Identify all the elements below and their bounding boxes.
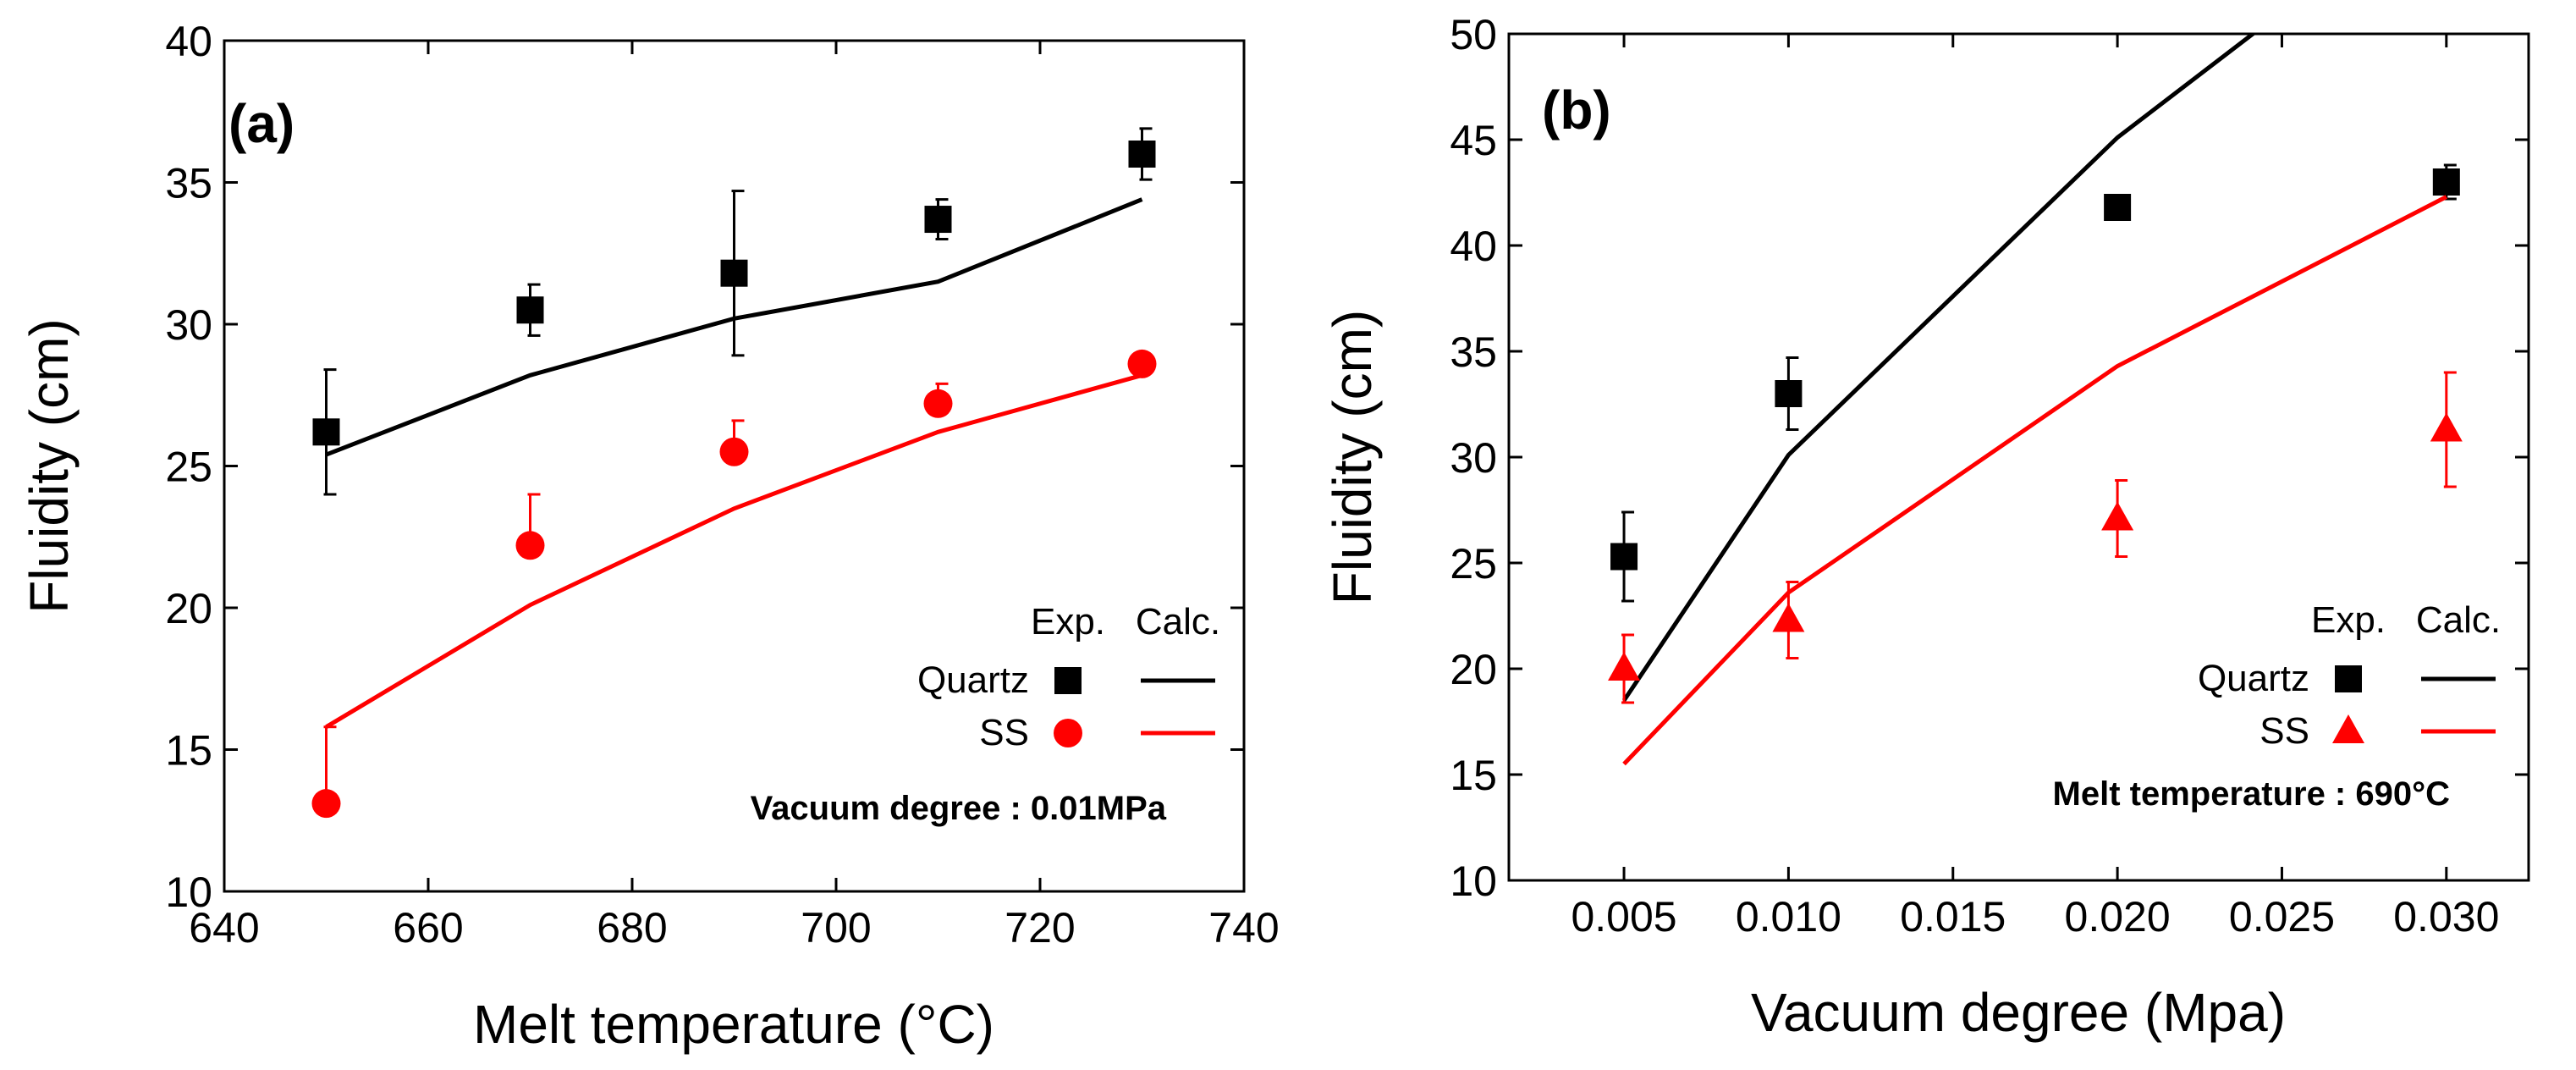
series-quartz-exp [1610, 163, 2460, 603]
y-tick-label: 25 [1450, 540, 1497, 587]
legend-label: SS [979, 712, 1029, 753]
data-point [1772, 603, 1805, 632]
data-point [719, 437, 749, 466]
y-tick-label: 35 [1450, 328, 1497, 376]
data-point [2104, 194, 2132, 221]
x-tick-label: 0.025 [2229, 893, 2335, 940]
y-tick-label: 30 [165, 301, 212, 349]
legend-marker [2332, 714, 2364, 743]
legend-label: Quartz [2198, 658, 2309, 699]
y-tick-label: 15 [165, 727, 212, 775]
panel-label: (a) [228, 93, 294, 154]
x-tick-label: 0.015 [1900, 893, 2006, 940]
series-quartz-calc [1621, 34, 2257, 702]
calc-line [1622, 195, 2447, 766]
legend-marker [1054, 667, 1082, 694]
data-point [311, 789, 341, 819]
chart-panel-1: 640 660 680 700 720 740 10 15 20 25 30 35 40 Melt tem… [19, 18, 1280, 1055]
data-point [312, 418, 340, 446]
calc-line [325, 197, 1143, 457]
y-tick-label: 25 [165, 444, 212, 491]
y-tick-label: 20 [165, 585, 212, 632]
data-point [515, 531, 545, 560]
y-tick-label: 50 [1450, 11, 1497, 58]
series-ss-calc [1622, 195, 2447, 766]
plot-frame [1507, 32, 2530, 882]
legend: Exp. Calc. Quartz SS [2198, 599, 2501, 752]
x-tick-label: 720 [1005, 904, 1075, 951]
chart-panel-2: 0.005 0.010 0.015 0.020 0.025 0.030 10 15 20 25 30… [1322, 11, 2530, 1043]
data-point [2101, 501, 2134, 531]
x-axis-title: Vacuum degree (Mpa) [1751, 982, 2286, 1043]
legend-header-calc: Calc. [2416, 599, 2501, 641]
y-tick-label: 10 [165, 869, 212, 916]
legend-header-calc: Calc. [1136, 601, 1220, 643]
y-tick-label: 30 [1450, 434, 1497, 482]
y-tick-label: 20 [1450, 646, 1497, 693]
legend: Exp. Calc. Quartz SS [917, 601, 1220, 753]
y-tick-label: 40 [165, 18, 212, 65]
data-point [924, 206, 952, 234]
series-quartz-calc [325, 197, 1143, 457]
series-ss-calc [325, 372, 1143, 729]
x-tick-label: 0.020 [2065, 893, 2171, 940]
x-tick-label: 740 [1208, 904, 1279, 951]
annotation-text: Vacuum degree : 0.01MPa [751, 790, 1167, 827]
calc-line [325, 372, 1143, 729]
series-ss-exp [1608, 371, 2463, 704]
x-tick-label: 0.010 [1736, 893, 1841, 940]
data-point [720, 259, 748, 287]
y-tick-label: 45 [1450, 117, 1497, 164]
series-quartz-exp [312, 127, 1156, 496]
legend-marker [1054, 719, 1082, 747]
data-point [1610, 543, 1638, 571]
data-point [516, 296, 544, 324]
legend-label: Quartz [917, 659, 1029, 701]
legend-marker [2335, 665, 2362, 692]
y-axis-title: Fluidity (cm) [1322, 310, 1383, 604]
legend-label: SS [2260, 710, 2309, 752]
data-point [1775, 380, 1803, 407]
data-point [923, 389, 953, 418]
annotation-text: Melt temperature : 690°C [2053, 775, 2450, 813]
x-tick-label: 700 [801, 904, 871, 951]
data-point [2432, 168, 2460, 196]
series-ss-exp [311, 349, 1157, 819]
x-tick-label: 640 [189, 904, 259, 951]
legend-header-exp: Exp. [2311, 599, 2386, 641]
panel-label: (b) [1542, 80, 1611, 141]
y-tick-label: 15 [1450, 752, 1497, 799]
y-tick-label: 40 [1450, 223, 1497, 270]
data-point [1128, 141, 1156, 168]
y-axis-title: Fluidity (cm) [19, 318, 80, 613]
x-tick-label: 680 [597, 904, 667, 951]
calc-line [1621, 34, 2257, 702]
x-tick-label: 0.005 [1571, 893, 1676, 940]
data-point [1127, 349, 1157, 378]
data-point [1608, 652, 1641, 681]
x-tick-label: 660 [393, 904, 463, 951]
data-point [2430, 412, 2463, 442]
y-tick-label: 10 [1450, 858, 1497, 905]
x-axis-title: Melt temperature (°C) [473, 994, 994, 1055]
x-tick-label: 0.030 [2393, 893, 2499, 940]
y-tick-label: 35 [165, 160, 212, 207]
legend-header-exp: Exp. [1031, 601, 1105, 643]
